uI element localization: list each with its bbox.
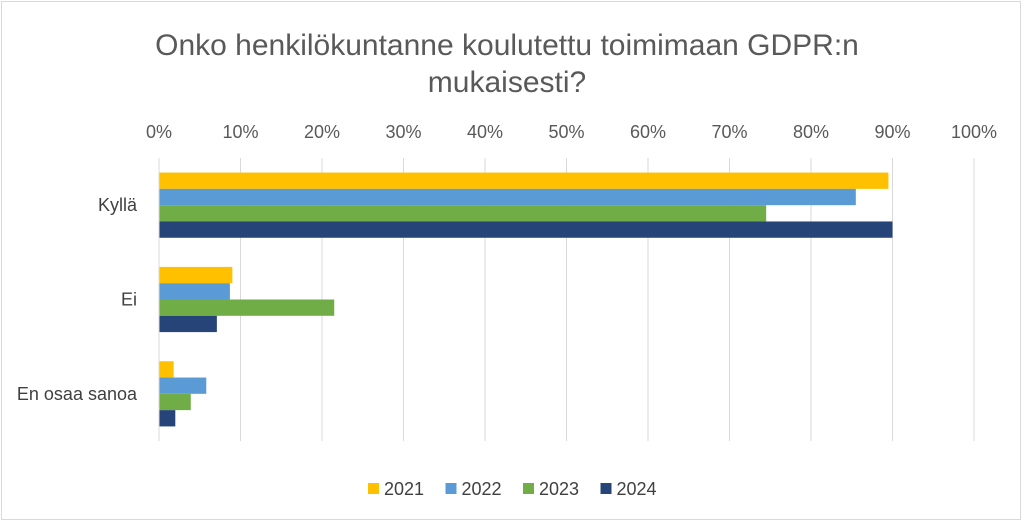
chart-title-line-1: Onko henkilökuntanne koulutettu toimimaa… — [155, 29, 859, 62]
x-tick-label: 90% — [874, 122, 910, 142]
x-axis-ticks: 0% 10% 20% 30% 40% 50% 60% 70% 80% 90% 100% — [146, 122, 997, 142]
x-tick-label: 60% — [630, 122, 666, 142]
category-label: En osaa sanoa — [17, 384, 138, 404]
bar-2022 — [159, 283, 230, 300]
bar-2023 — [159, 205, 767, 222]
bar-2024 — [159, 410, 176, 427]
legend-label: 2022 — [462, 479, 502, 499]
bar-2023 — [159, 393, 191, 411]
x-tick-label: 70% — [711, 122, 747, 142]
x-tick-label: 50% — [548, 122, 584, 142]
legend-swatch-2021 — [368, 483, 379, 494]
bars — [159, 172, 893, 427]
legend: 2021 2022 2023 2024 — [368, 479, 657, 499]
x-tick-label: 10% — [222, 122, 258, 142]
legend-swatch-2022 — [445, 483, 457, 494]
bar-2021 — [159, 266, 233, 284]
bar-2024 — [159, 221, 893, 238]
bar-2021 — [159, 172, 889, 189]
bar-2024 — [159, 315, 217, 333]
legend-label: 2021 — [384, 479, 424, 499]
category-labels: Kyllä Ei En osaa sanoa — [17, 195, 138, 404]
legend-swatch-2024 — [600, 483, 612, 494]
x-tick-label: 100% — [951, 122, 997, 142]
x-tick-label: 40% — [467, 122, 503, 142]
category-label: Ei — [121, 290, 137, 310]
bar-2022 — [159, 188, 856, 206]
legend-label: 2023 — [539, 479, 579, 499]
x-tick-label: 20% — [304, 122, 340, 142]
bar-2023 — [159, 299, 335, 316]
x-tick-label: 30% — [385, 122, 421, 142]
legend-label: 2024 — [617, 479, 657, 499]
x-tick-label: 80% — [793, 122, 829, 142]
chart-title-line-2: mukaisesti? — [428, 66, 586, 99]
legend-swatch-2023 — [523, 483, 534, 494]
bar-2022 — [159, 377, 207, 394]
x-tick-label: 0% — [146, 122, 172, 142]
category-label: Kyllä — [98, 195, 138, 215]
bar-2021 — [159, 361, 174, 378]
